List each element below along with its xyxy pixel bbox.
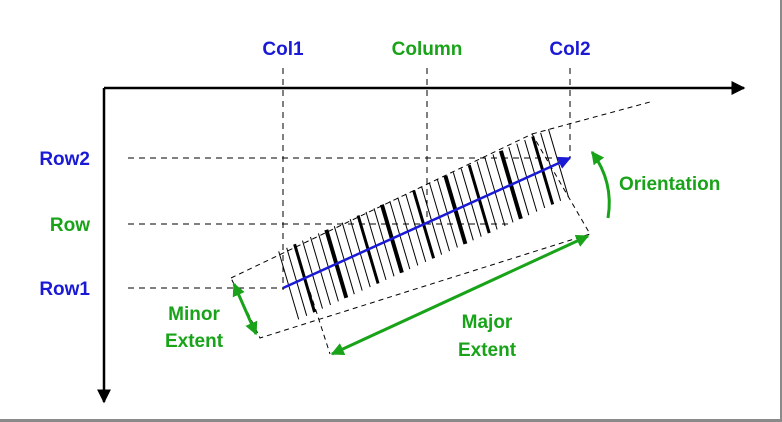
- orientation-label: Orientation: [619, 174, 720, 195]
- minor-extent-arrow: [232, 282, 258, 336]
- orientation-arrow: [590, 150, 611, 219]
- guide-lines: [128, 68, 571, 290]
- major-extent-label-line2: Extent: [458, 340, 517, 361]
- col1-label: Col1: [262, 39, 304, 60]
- column-label: Column: [392, 39, 463, 60]
- major-extent-guide: [309, 291, 331, 355]
- axes: [97, 81, 746, 404]
- direction-vector: [282, 156, 572, 290]
- minor-extent-label-line2: Extent: [165, 331, 224, 352]
- minor-extent-label-line1: Minor: [168, 304, 220, 325]
- row2-label: Row2: [39, 149, 90, 170]
- orientation-reference-line: [531, 101, 651, 135]
- row-label: Row: [50, 215, 90, 236]
- labels: Col1 Column Col2 Row2 Row Row1 Orientati…: [39, 39, 720, 361]
- major-extent-arrow: [330, 234, 590, 356]
- row1-label: Row1: [39, 279, 90, 300]
- rotated-bounding-rectangle: [230, 133, 591, 339]
- col2-label: Col2: [549, 39, 590, 60]
- major-extent-label-line1: Major: [462, 312, 513, 333]
